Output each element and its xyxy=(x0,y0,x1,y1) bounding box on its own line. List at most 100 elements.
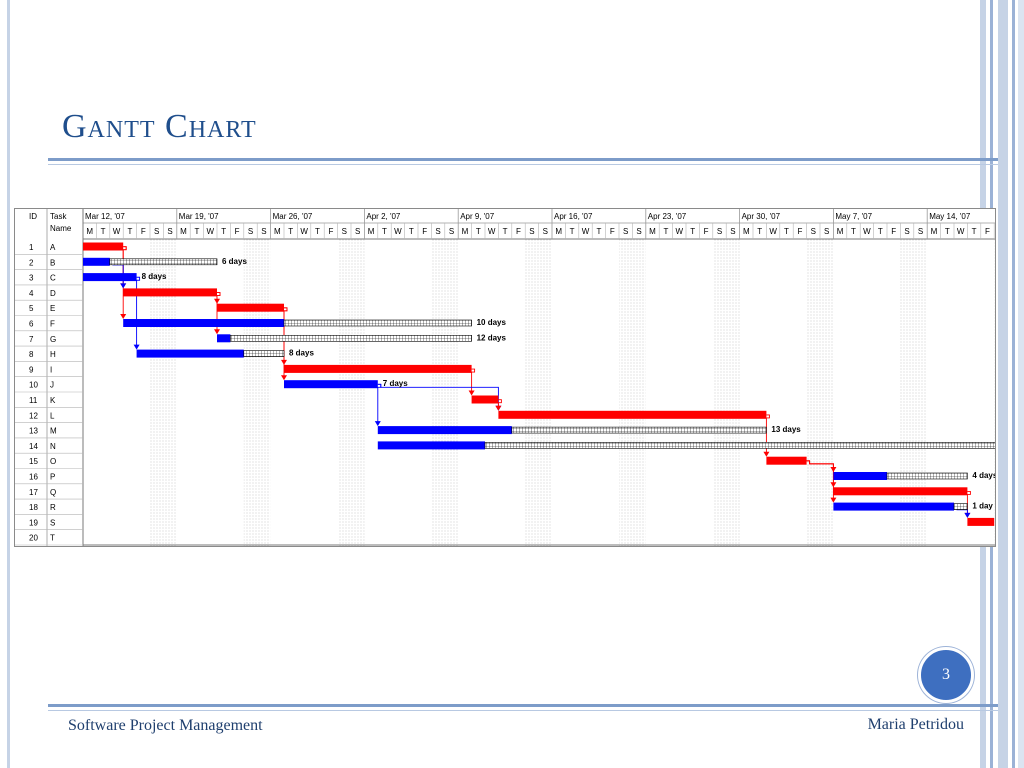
day-letter: F xyxy=(328,227,333,236)
slack-label: 4 days xyxy=(972,471,995,480)
dependency-line xyxy=(497,399,502,407)
week-label: Apr 16, '07 xyxy=(554,212,593,221)
day-letter: F xyxy=(704,227,709,236)
slack-bar xyxy=(283,319,472,327)
column-header-name: Task xyxy=(50,212,67,221)
slack-label: 10 days xyxy=(477,318,507,327)
page-number-badge: 3 xyxy=(918,647,974,703)
task-id: 6 xyxy=(29,320,34,329)
day-letter: M xyxy=(368,227,375,236)
footer-divider-thin xyxy=(48,710,998,711)
task-id: 9 xyxy=(29,365,34,374)
day-letter: T xyxy=(101,227,106,236)
left-border-line xyxy=(7,0,10,768)
day-letter: T xyxy=(194,227,199,236)
day-letter: M xyxy=(931,227,938,236)
day-letter: S xyxy=(167,227,172,236)
task-name: F xyxy=(50,320,55,329)
footer-author: Maria Petridou xyxy=(867,716,964,733)
day-letter: W xyxy=(488,227,496,236)
day-letter: S xyxy=(248,227,253,236)
day-letter: T xyxy=(878,227,883,236)
table-bg xyxy=(15,209,83,546)
task-name: P xyxy=(50,473,55,482)
task-bar xyxy=(284,380,378,389)
task-bar xyxy=(377,441,485,450)
slack-label: 7 days xyxy=(383,379,408,388)
task-name: S xyxy=(50,518,55,527)
day-letter: T xyxy=(570,227,575,236)
task-name: R xyxy=(50,503,56,512)
day-letter: S xyxy=(717,227,722,236)
task-id: 14 xyxy=(29,442,38,451)
day-letter: S xyxy=(730,227,735,236)
task-id: 5 xyxy=(29,304,34,313)
day-letter: T xyxy=(757,227,762,236)
task-name: O xyxy=(50,457,56,466)
slack-bar xyxy=(953,503,968,510)
day-letter: F xyxy=(235,227,240,236)
day-letter: F xyxy=(141,227,146,236)
task-name: I xyxy=(50,365,52,374)
day-letter: T xyxy=(288,227,293,236)
weekend-band xyxy=(619,239,646,546)
week-label: Mar 19, '07 xyxy=(179,212,219,221)
weekend-band xyxy=(337,239,365,546)
weekend-band xyxy=(243,239,271,546)
task-bar xyxy=(83,257,110,266)
task-bar xyxy=(83,242,124,251)
task-id: 17 xyxy=(29,488,38,497)
day-letter: W xyxy=(676,227,684,236)
day-letter: S xyxy=(342,227,347,236)
day-letter: T xyxy=(596,227,601,236)
weekend-shading xyxy=(150,239,995,546)
task-name: K xyxy=(50,396,56,405)
dependency-arrow xyxy=(120,314,127,319)
title-divider xyxy=(48,158,998,161)
dependency-line xyxy=(471,368,476,392)
day-letter: T xyxy=(476,227,481,236)
week-label: Apr 23, '07 xyxy=(648,212,687,221)
day-letter: W xyxy=(300,227,308,236)
task-name: A xyxy=(50,243,56,252)
dependency-line xyxy=(377,383,499,407)
day-letter: W xyxy=(863,227,871,236)
day-letter: F xyxy=(891,227,896,236)
day-letter: M xyxy=(555,227,562,236)
task-id: 13 xyxy=(29,427,38,436)
dependency-line xyxy=(283,307,288,377)
task-bar xyxy=(498,410,767,419)
weekend-band xyxy=(712,239,740,546)
header-bg xyxy=(15,209,995,239)
task-id: 20 xyxy=(29,534,38,543)
task-bar xyxy=(377,426,512,435)
weekend-band xyxy=(150,239,177,546)
weekend-band xyxy=(525,239,552,546)
task-bar xyxy=(284,364,472,373)
day-letter: F xyxy=(797,227,802,236)
task-id: 10 xyxy=(29,381,38,390)
task-name: J xyxy=(50,381,54,390)
day-letter: S xyxy=(918,227,923,236)
slack-label: 6 days xyxy=(222,257,247,266)
day-letter: T xyxy=(690,227,695,236)
day-letter: F xyxy=(610,227,615,236)
day-letter: S xyxy=(904,227,909,236)
day-letter: T xyxy=(972,227,977,236)
day-letter: F xyxy=(985,227,990,236)
week-label: Mar 12, '07 xyxy=(85,212,125,221)
day-letter: M xyxy=(743,227,750,236)
slack-bar xyxy=(484,442,995,449)
day-letter: T xyxy=(221,227,226,236)
task-bar xyxy=(833,502,954,511)
day-letter: S xyxy=(636,227,641,236)
task-name: E xyxy=(50,304,55,313)
task-bar xyxy=(83,273,137,282)
dependency-arrow xyxy=(763,451,770,457)
task-bar xyxy=(136,349,244,358)
task-name: T xyxy=(50,534,55,543)
task-name: B xyxy=(50,258,55,267)
weekend-band xyxy=(900,239,928,546)
dependency-arrow xyxy=(214,329,220,335)
day-letter: F xyxy=(516,227,521,236)
